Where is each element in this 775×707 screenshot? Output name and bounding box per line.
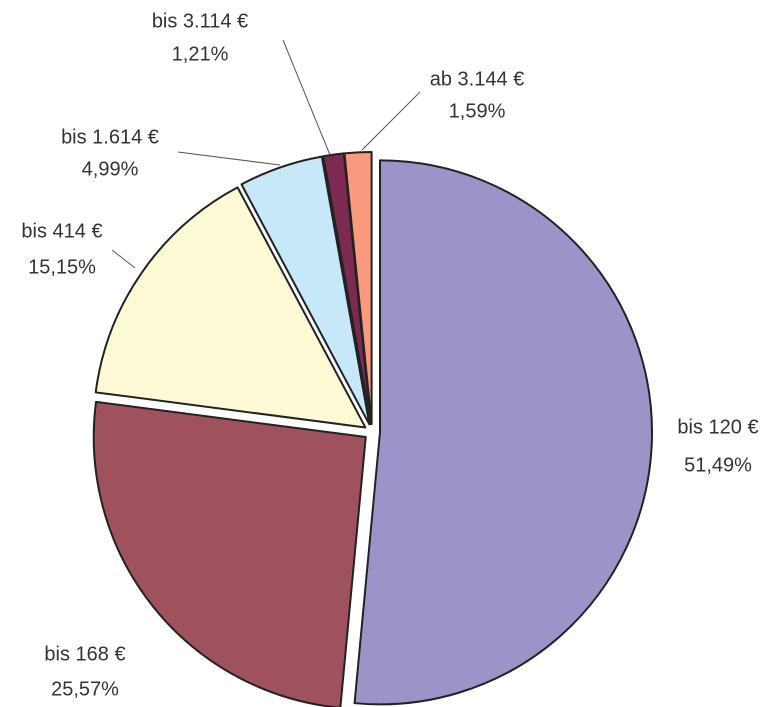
slice-value-label: 1,21% <box>172 43 229 65</box>
pie-slice <box>353 159 653 706</box>
slice-label: ab 3.144 € <box>430 68 525 90</box>
pie-slice <box>94 186 367 429</box>
leader-line <box>111 249 136 269</box>
slice-label: bis 168 € <box>44 643 125 665</box>
slice-label: bis 1.614 € <box>61 126 159 148</box>
slice-label: bis 120 € <box>677 416 758 438</box>
slice-label: bis 414 € <box>21 220 102 242</box>
pie-slice <box>92 400 367 707</box>
slice-value-label: 4,99% <box>82 158 139 180</box>
slice-value-label: 15,15% <box>28 256 96 278</box>
leader-line <box>177 151 281 166</box>
slice-value-label: 51,49% <box>684 454 752 476</box>
pie-slice <box>343 151 373 426</box>
slice-label: bis 3.114 € <box>152 10 248 32</box>
leader-line <box>361 91 421 151</box>
slice-value-label: 25,57% <box>51 678 119 700</box>
leader-line <box>282 39 331 156</box>
slice-value-label: 1,59% <box>449 100 506 122</box>
pie-slice <box>240 155 371 426</box>
